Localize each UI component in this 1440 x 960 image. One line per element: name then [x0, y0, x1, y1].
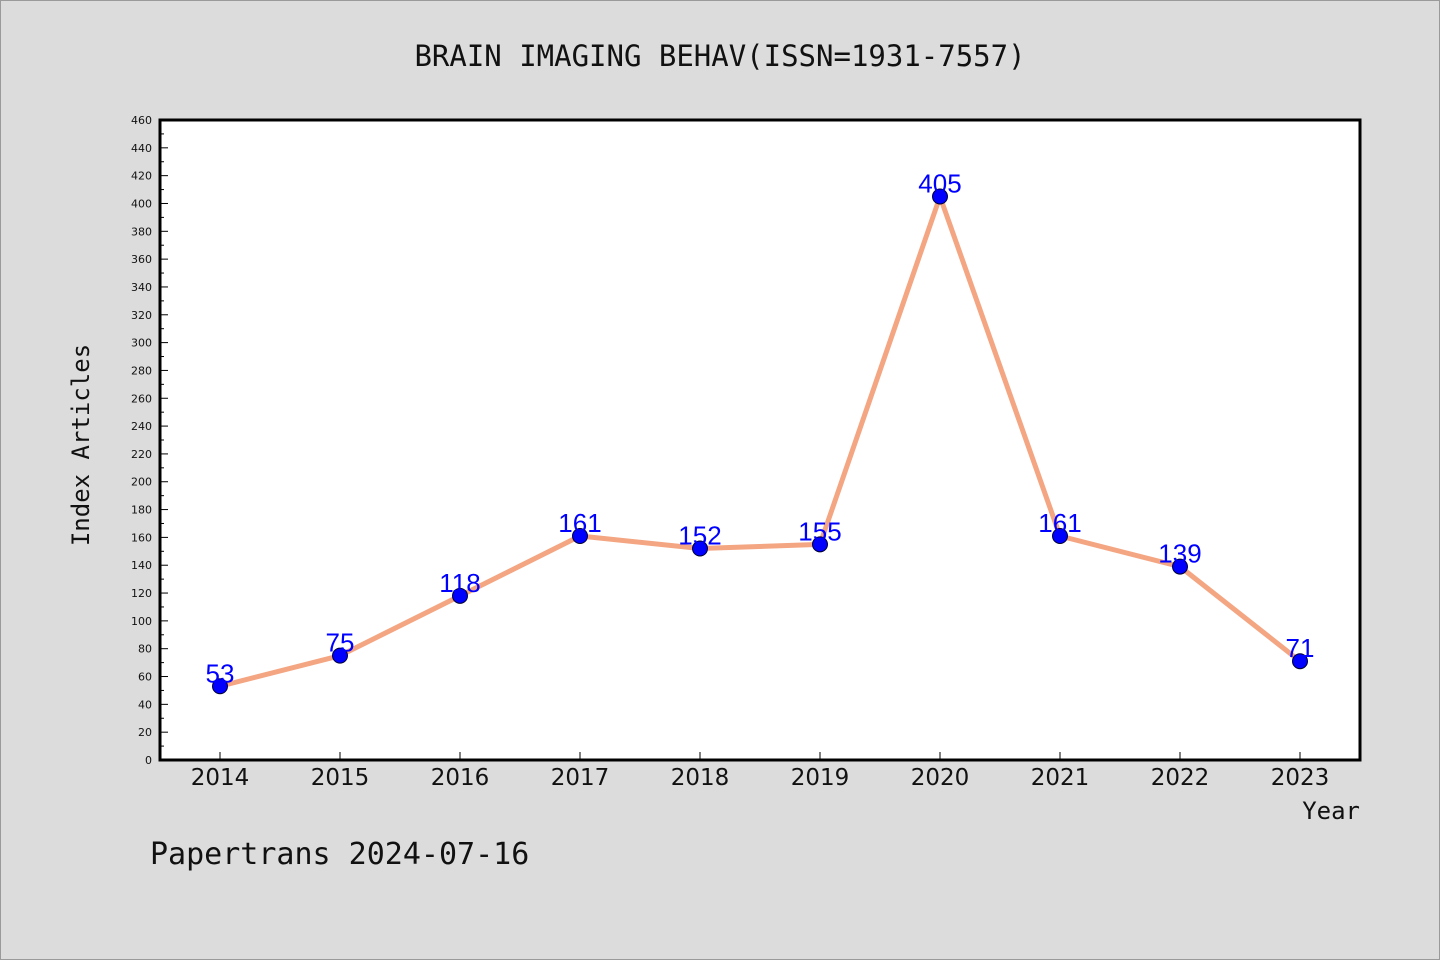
y-tick-label: 420 — [131, 170, 152, 183]
data-label: 71 — [1286, 633, 1315, 663]
x-tick-label: 2020 — [911, 765, 970, 791]
x-tick-label: 2014 — [191, 765, 250, 791]
y-tick-label: 200 — [131, 476, 152, 489]
data-label: 152 — [678, 521, 721, 551]
y-tick-label: 300 — [131, 337, 152, 350]
y-tick-label: 260 — [131, 392, 152, 405]
x-tick-label: 2016 — [431, 765, 490, 791]
data-point — [1052, 528, 1068, 544]
y-tick-label: 140 — [131, 559, 152, 572]
y-tick-label: 160 — [131, 531, 152, 544]
y-axis-label: Index Articles — [67, 344, 95, 546]
y-tick-label: 440 — [131, 142, 152, 155]
y-tick-label: 180 — [131, 504, 152, 517]
data-point — [212, 678, 228, 695]
y-tick-label: 460 — [131, 114, 152, 127]
x-axis: 2014 2015 2016 2017 2018 2019 2020 2021 2022 2023 — [191, 752, 1330, 791]
data-point — [812, 536, 828, 553]
chart-title: BRAIN IMAGING BEHAV(ISSN=1931-7557) — [414, 39, 1025, 73]
data-label: 155 — [798, 516, 841, 546]
data-point — [332, 647, 348, 664]
y-tick-label: 0 — [145, 754, 152, 767]
data-label: 75 — [326, 628, 355, 658]
data-label: 53 — [206, 658, 235, 688]
y-tick-label: 360 — [131, 253, 152, 266]
x-tick-label: 2018 — [671, 765, 730, 791]
x-tick-label: 2022 — [1151, 765, 1210, 791]
data-point — [452, 587, 468, 604]
data-point — [1292, 653, 1308, 670]
data-point — [692, 540, 708, 557]
y-tick-label: 40 — [138, 698, 152, 711]
data-point — [1172, 558, 1188, 575]
x-tick-label: 2021 — [1031, 765, 1090, 791]
series-line — [217, 194, 1303, 689]
y-tick-label: 20 — [138, 726, 152, 739]
data-point — [932, 188, 948, 205]
y-axis: 0 20 40 60 80 100 120 140 160 180 200 220 240 260 280 3… — [131, 114, 168, 767]
y-tick-label: 280 — [131, 364, 152, 377]
y-tick-label: 380 — [131, 225, 152, 238]
footer-watermark: Papertrans 2024-07-16 — [150, 837, 529, 872]
y-tick-label: 100 — [131, 615, 152, 628]
data-label: 118 — [439, 568, 480, 598]
data-label: 161 — [1038, 508, 1081, 538]
y-tick-label: 240 — [131, 420, 152, 433]
y-tick-label: 320 — [131, 309, 152, 322]
y-tick-label: 60 — [138, 671, 152, 684]
data-label: 161 — [558, 508, 601, 538]
series-layer: 53 75 118 161 152 155 405 161 139 71 — [206, 169, 1315, 695]
y-tick-label: 80 — [138, 643, 152, 656]
x-tick-label: 2017 — [551, 765, 610, 791]
x-tick-label: 2015 — [311, 765, 370, 791]
data-label: 139 — [1158, 539, 1201, 569]
y-tick-label: 220 — [131, 448, 152, 461]
x-axis-label: Year — [1302, 797, 1360, 825]
y-tick-label: 400 — [131, 197, 152, 210]
y-tick-label: 120 — [131, 587, 152, 600]
data-label: 405 — [918, 169, 961, 199]
x-tick-label: 2023 — [1271, 765, 1330, 791]
x-tick-label: 2019 — [791, 765, 850, 791]
y-tick-label: 340 — [131, 281, 152, 294]
data-point — [572, 528, 588, 544]
plot-area — [158, 118, 1362, 762]
